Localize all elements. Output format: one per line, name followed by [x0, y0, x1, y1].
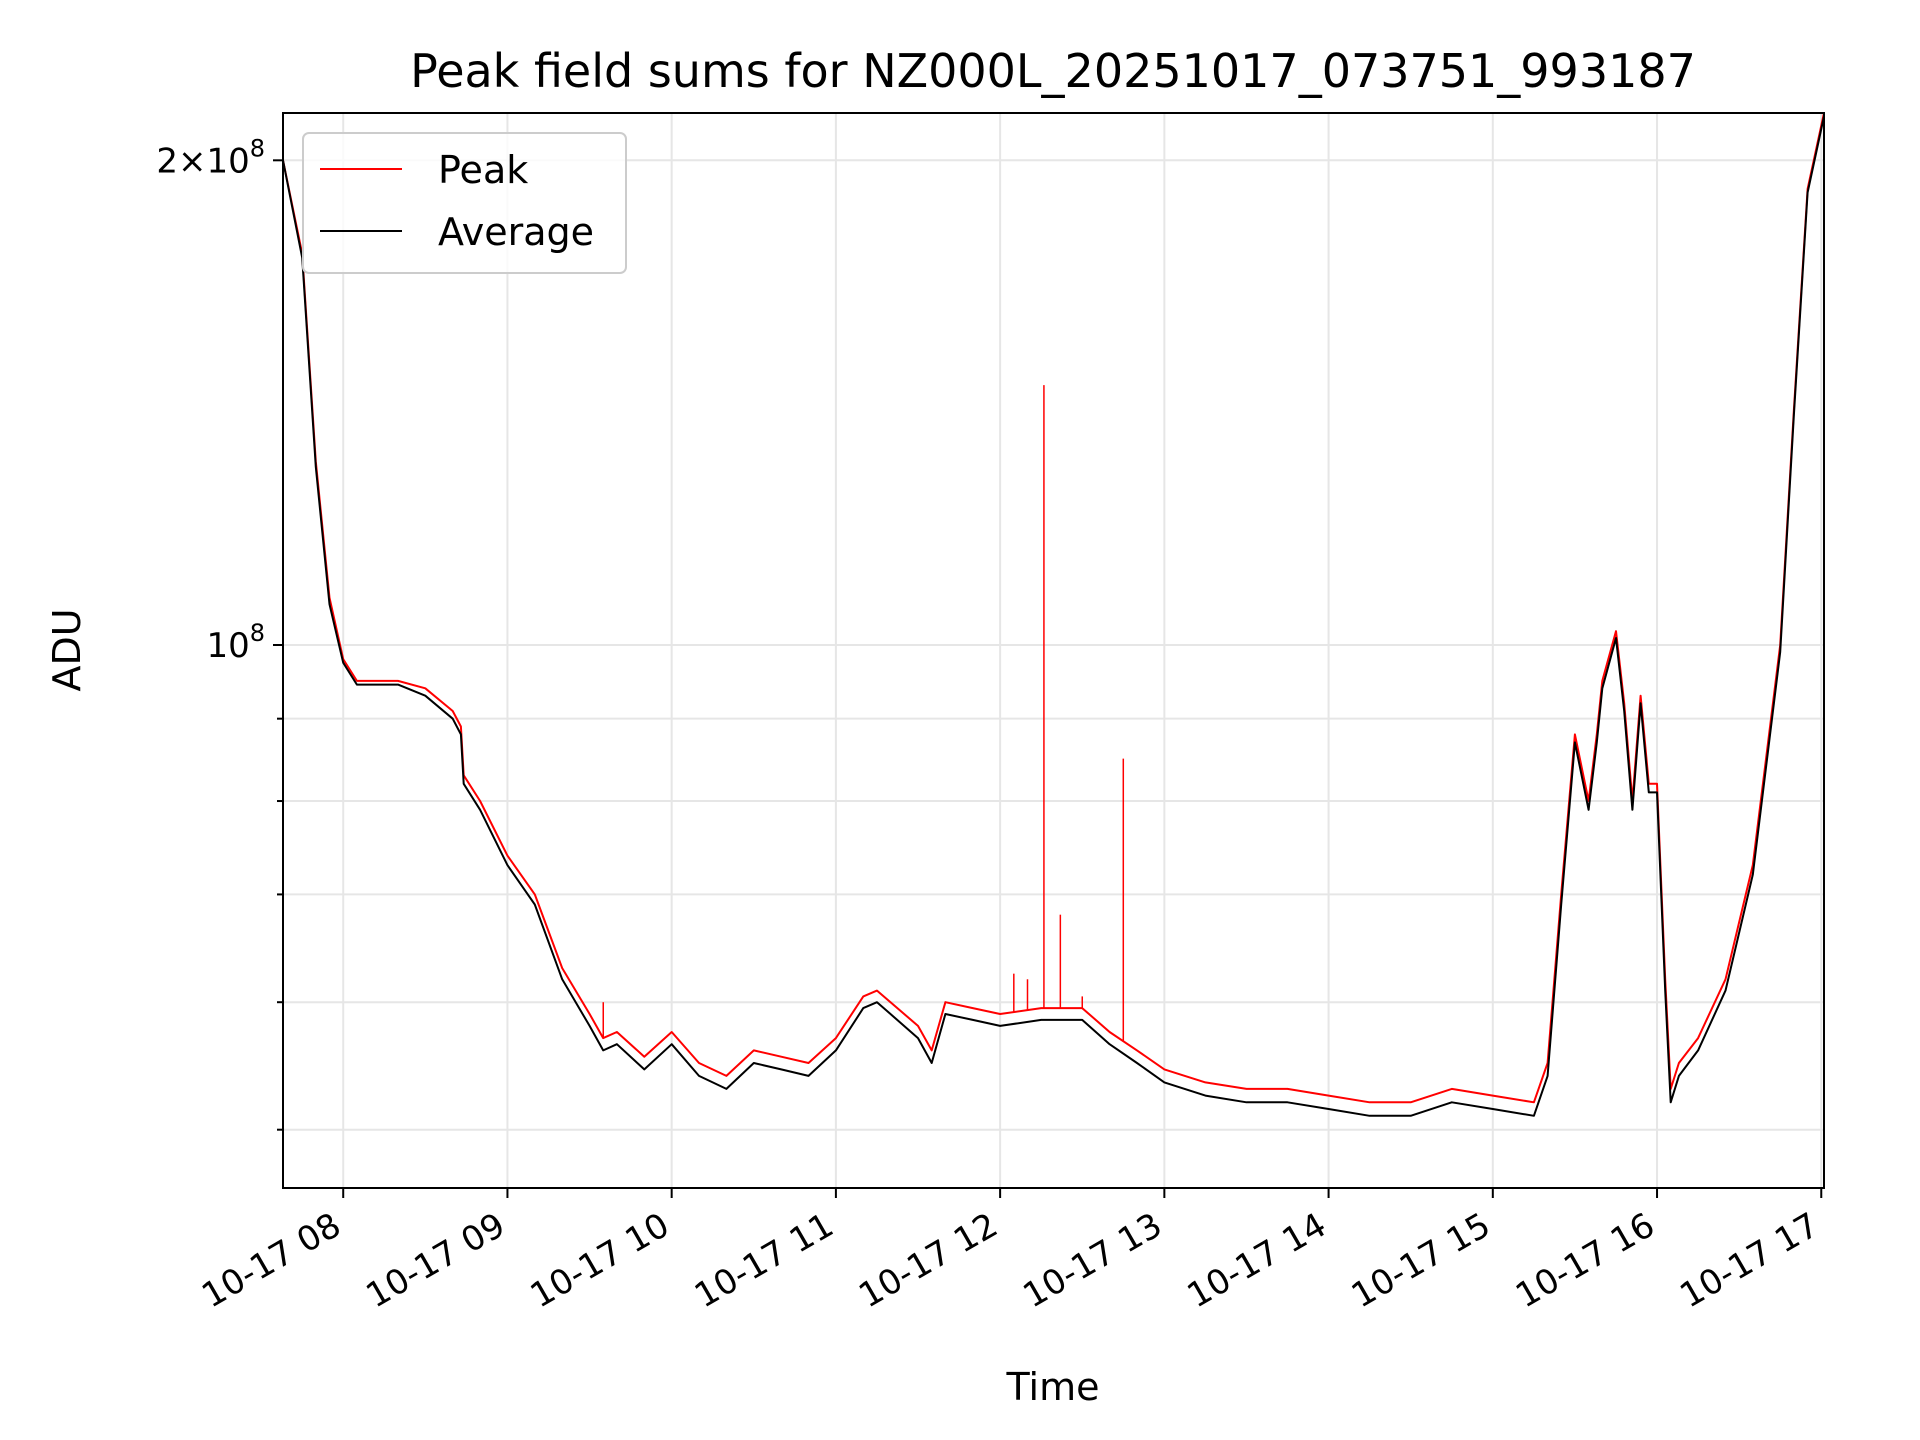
y-axis-label: ADU [45, 608, 89, 691]
series-layer [282, 112, 1825, 1117]
chart-title: Peak field sums for NZ000L_20251017_0737… [410, 44, 1696, 98]
legend-label-average: Average [438, 210, 594, 254]
legend: Peak Average [302, 132, 627, 274]
x-axis-label: Time [1006, 1365, 1100, 1409]
plot-frame [282, 112, 1825, 1189]
y-tick-label: 108 [206, 619, 265, 666]
series-line-average [282, 116, 1825, 1117]
y-tick-label: 2×108 [156, 134, 265, 181]
legend-label-peak: Peak [438, 148, 528, 192]
